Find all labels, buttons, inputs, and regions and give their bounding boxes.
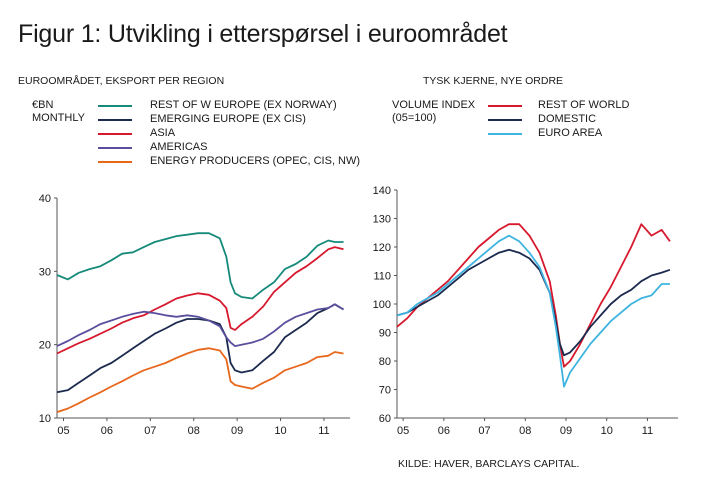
left-series-line-5 xyxy=(56,347,344,413)
left-x-tick-label: 10 xyxy=(274,425,286,437)
left-x-tick-label: 07 xyxy=(144,425,156,437)
left-chart: 10 20 30 40 05 06 07 08 09 10 11 xyxy=(39,193,350,437)
left-legend-swatch xyxy=(98,119,132,121)
right-legend-label: DOMESTIC xyxy=(538,113,597,125)
right-x-tick-label: 07 xyxy=(478,425,490,437)
right-x-tick-label: 06 xyxy=(438,425,450,437)
right-legend-item: DOMESTIC xyxy=(488,113,688,127)
right-chart-title: TYSK KJERNE, NYE ORDRE xyxy=(423,75,564,87)
left-series-line-2 xyxy=(56,303,344,394)
left-y-tick-label: 20 xyxy=(39,340,51,352)
left-legend-label: ASIA xyxy=(150,127,176,139)
left-y-tick-label: 40 xyxy=(39,193,51,205)
right-y-tick-label: 90 xyxy=(379,328,391,340)
right-legend-swatch xyxy=(488,133,522,135)
left-x-tick-label: 08 xyxy=(188,425,200,437)
left-x-tick-label: 11 xyxy=(318,425,329,437)
left-legend-label: REST OF W EUROPE (EX NORWAY) xyxy=(150,99,337,111)
right-y-tick-label: 60 xyxy=(379,413,391,425)
left-series-line-1 xyxy=(56,232,344,300)
left-legend-label: AMERICAS xyxy=(150,141,208,153)
left-chart-title: EUROOMRÅDET, EKSPORT PER REGION xyxy=(18,75,225,87)
right-y-tick-label: 110 xyxy=(373,271,391,283)
left-y-tick-label: 10 xyxy=(39,413,51,425)
right-legend-swatch xyxy=(488,119,522,121)
left-legend-label: EMERGING EUROPE (EX CIS) xyxy=(150,113,306,125)
left-legend-swatch xyxy=(98,147,132,149)
left-legend-swatch xyxy=(98,161,132,163)
left-legend-item: ENERGY PRODUCERS (OPEC, CIS, NW) xyxy=(98,155,398,169)
right-ylabel-line-2: (05=100) xyxy=(392,112,437,124)
right-series-line-1 xyxy=(396,223,671,368)
left-ylabel-line-1: €BN xyxy=(32,99,54,111)
left-series-line-3 xyxy=(56,246,344,355)
left-legend-swatch xyxy=(98,133,132,135)
right-x-tick-label: 10 xyxy=(601,425,613,437)
right-ylabel-line-1: VOLUME INDEX xyxy=(392,99,476,111)
right-legend-item: REST OF WORLD xyxy=(488,99,688,113)
right-chart: 60 70 80 90 100 110 120 130 140 05 06 07 08 09 10 11 xyxy=(373,185,678,437)
right-legend-label: REST OF WORLD xyxy=(538,99,630,111)
right-legend: REST OF WORLD DOMESTIC EURO AREA xyxy=(488,99,688,141)
right-x-tick-label: 08 xyxy=(519,425,531,437)
left-ylabel-line-2: MONTHLY xyxy=(32,112,85,124)
left-legend-label: ENERGY PRODUCERS (OPEC, CIS, NW) xyxy=(150,155,361,167)
left-legend-item: AMERICAS xyxy=(98,141,398,155)
right-x-tick-label: 09 xyxy=(560,425,572,437)
left-legend: REST OF W EUROPE (EX NORWAY) EMERGING EUR… xyxy=(98,99,398,169)
left-legend-item: ASIA xyxy=(98,127,398,141)
figure-title: Figur 1: Utvikling i etterspørsel i euro… xyxy=(18,20,508,48)
right-x-tick-label: 05 xyxy=(397,425,409,437)
right-legend-item: EURO AREA xyxy=(488,127,688,141)
right-legend-swatch xyxy=(488,105,522,107)
right-y-tick-label: 120 xyxy=(373,242,391,254)
left-x-tick-label: 05 xyxy=(57,425,69,437)
left-legend-item: EMERGING EUROPE (EX CIS) xyxy=(98,113,398,127)
right-y-tick-label: 140 xyxy=(373,185,391,197)
right-y-tick-label: 130 xyxy=(373,214,391,226)
source-note: KILDE: HAVER, BARCLAYS CAPITAL. xyxy=(398,458,580,470)
right-series-line-3 xyxy=(396,234,670,388)
left-y-tick-label: 30 xyxy=(39,266,51,278)
left-x-tick-label: 06 xyxy=(101,425,113,437)
right-legend-label: EURO AREA xyxy=(538,127,603,139)
right-x-tick-label: 11 xyxy=(642,425,653,437)
left-x-tick-label: 09 xyxy=(231,425,243,437)
left-series-line-4 xyxy=(56,303,344,347)
left-legend-swatch xyxy=(98,105,132,107)
right-y-tick-label: 70 xyxy=(379,385,391,397)
right-y-tick-label: 100 xyxy=(373,299,391,311)
left-legend-item: REST OF W EUROPE (EX NORWAY) xyxy=(98,99,398,113)
right-y-tick-label: 80 xyxy=(379,356,391,368)
right-series-line-2 xyxy=(396,248,671,357)
